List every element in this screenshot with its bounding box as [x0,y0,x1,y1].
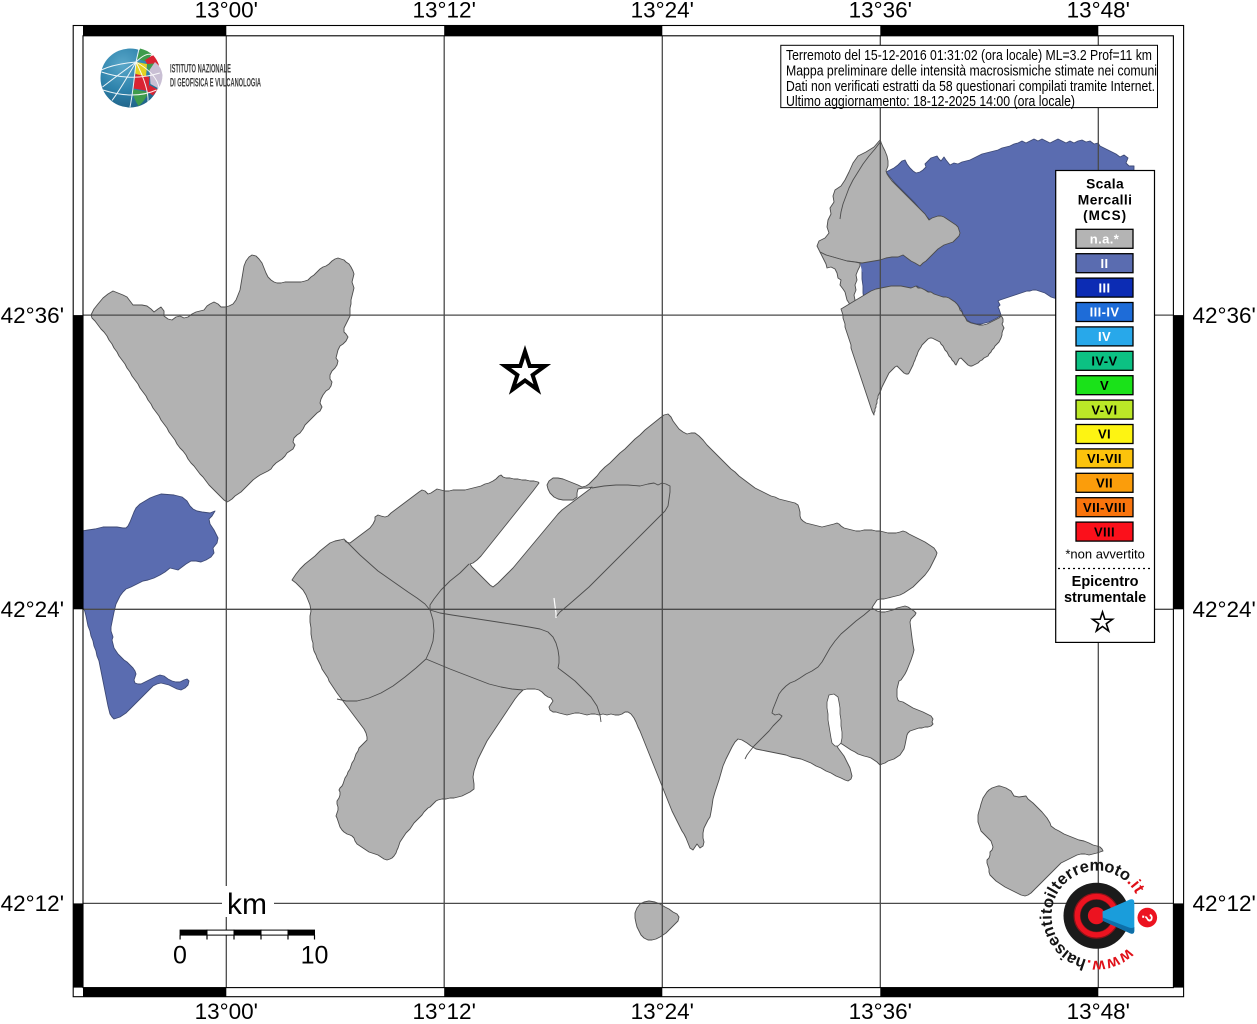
svg-text:IV-V: IV-V [1091,354,1117,369]
svg-text:13°24': 13°24' [631,0,694,23]
svg-text:w: w [1104,952,1123,974]
svg-text:42°36': 42°36' [1193,303,1256,328]
svg-text:13°00': 13°00' [195,999,258,1024]
svg-text:Ultimo aggiornamento: 18-12-20: Ultimo aggiornamento: 18-12-2025 14:00 (… [786,94,1075,110]
svg-text:e: e [1078,857,1091,877]
svg-text:n.a.*: n.a.* [1090,232,1120,247]
svg-text:strumentale: strumentale [1064,590,1146,606]
svg-text:13°36': 13°36' [849,0,912,23]
svg-text:m: m [1089,857,1104,875]
svg-text:o: o [1038,896,1058,910]
svg-text:t: t [1038,919,1057,928]
svg-text:13°00': 13°00' [195,0,258,23]
svg-text:i: i [1037,915,1055,920]
svg-text:13°36': 13°36' [849,999,912,1024]
svg-text:13°12': 13°12' [413,999,476,1024]
svg-text:0: 0 [173,942,187,970]
svg-text:42°36': 42°36' [1,303,64,328]
svg-text:42°12': 42°12' [1193,891,1256,916]
svg-text:10: 10 [301,942,329,970]
svg-text:Dati non verificati estratti d: Dati non verificati estratti da 58 quest… [786,79,1155,95]
svg-text:.: . [1085,956,1092,975]
svg-text:km: km [227,888,267,921]
svg-text:ISTITUTO NAZIONALE: ISTITUTO NAZIONALE [170,64,231,76]
svg-text:III-IV: III-IV [1090,305,1120,320]
svg-text:Epicentro: Epicentro [1072,574,1139,590]
svg-text:Terremoto del 15-12-2016 01:31: Terremoto del 15-12-2016 01:31:02 (ora l… [786,48,1152,64]
svg-text:III: III [1098,280,1110,295]
svg-text:o: o [1102,857,1116,877]
svg-text:IV: IV [1098,329,1111,344]
svg-text:*non avvertito: *non avvertito [1065,547,1145,562]
svg-text:Mercalli: Mercalli [1078,192,1133,207]
svg-text:13°48': 13°48' [1067,0,1130,23]
svg-text:13°12': 13°12' [413,0,476,23]
svg-text:42°24': 42°24' [1193,597,1256,622]
svg-text:13°24': 13°24' [631,999,694,1024]
svg-text:i: i [1042,890,1060,901]
svg-text:Scala: Scala [1086,177,1124,192]
svg-text:II: II [1100,256,1108,271]
svg-text:VII: VII [1096,476,1113,491]
svg-text:V-VI: V-VI [1091,402,1117,417]
svg-text:VI: VI [1098,427,1111,442]
svg-text:VII-VIII: VII-VIII [1083,500,1126,515]
svg-text:VIII: VIII [1094,524,1115,539]
svg-text:13°48': 13°48' [1067,999,1130,1024]
svg-text:V: V [1100,378,1109,393]
svg-text:DI GEOFISICA E VULCANOLOGIA: DI GEOFISICA E VULCANOLOGIA [170,78,261,90]
svg-text:42°24': 42°24' [1,597,64,622]
svg-text:Mappa preliminare delle intens: Mappa preliminare delle intensità macros… [786,63,1157,79]
svg-text:VI-VII: VI-VII [1087,451,1122,466]
svg-text:w: w [1092,956,1107,975]
svg-text:t: t [1038,907,1056,915]
svg-text:?: ? [1138,912,1156,923]
svg-text:(MCS): (MCS) [1083,208,1127,223]
svg-text:42°12': 42°12' [1,891,64,916]
